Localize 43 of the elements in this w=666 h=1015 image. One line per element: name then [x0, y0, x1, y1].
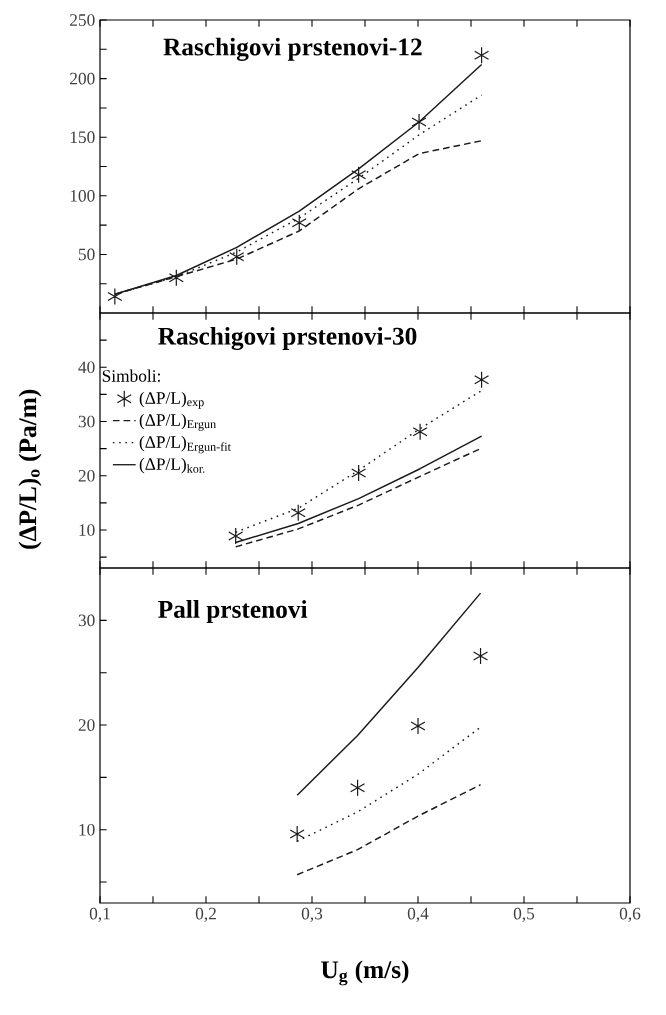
y-axis-title: (ΔP/L)$_{o}$ (Pa/m): [18, 389, 42, 549]
y-tick-label: 10: [79, 823, 95, 836]
point: [351, 166, 367, 184]
legend-label: (ΔP/L)$_{Ergun-fit}$: [139, 435, 231, 454]
y-tick-label: 50: [78, 248, 95, 261]
x-tick-label: 0,2: [195, 907, 216, 922]
point: [474, 371, 490, 389]
point: [473, 647, 489, 665]
y-tick-label: 40: [78, 361, 95, 374]
point: [291, 214, 307, 232]
y-tick-label: 10: [79, 524, 95, 536]
y-tick-label: 200: [70, 72, 95, 85]
x-axis-title: U$_{g}$ (m/s): [321, 960, 409, 986]
line-series: [296, 783, 482, 876]
y-tick-label: 150: [70, 131, 95, 144]
x-tick-label: 0,3: [301, 907, 323, 922]
legend-label: (ΔP/L)$_{kor.}$: [139, 457, 205, 474]
y-tick-label: 100: [70, 189, 95, 202]
point: [351, 464, 367, 482]
x-tick-label: 0,1: [89, 907, 110, 922]
y-tick-label: 250: [70, 14, 95, 26]
point: [290, 504, 306, 522]
point: [168, 269, 184, 287]
point: [410, 717, 426, 735]
point: [411, 113, 427, 131]
legend-label: (ΔP/L)$_{Ergun}$: [139, 413, 216, 431]
text: Raschigovi prstenovi-30: [158, 326, 417, 351]
y-tick-label: 30: [78, 614, 95, 627]
point: [412, 423, 428, 441]
text: Pall prstenovi: [158, 600, 308, 624]
point: [107, 288, 123, 306]
legend-label: (ΔP/L)$_{exp}$: [139, 391, 204, 409]
y-tick-label: 30: [78, 415, 95, 428]
x-tick-label: 0,6: [619, 907, 641, 922]
y-tick-label: 20: [78, 469, 95, 482]
legend-title: Simboli:: [102, 369, 160, 382]
point: [350, 779, 366, 797]
point: [229, 248, 245, 266]
point: [289, 825, 305, 843]
text: Raschigovi prstenovi-12: [163, 37, 422, 61]
x-tick-label: 0,4: [407, 907, 429, 922]
x-tick-label: 0,5: [513, 907, 535, 922]
y-tick-label: 20: [78, 719, 95, 731]
